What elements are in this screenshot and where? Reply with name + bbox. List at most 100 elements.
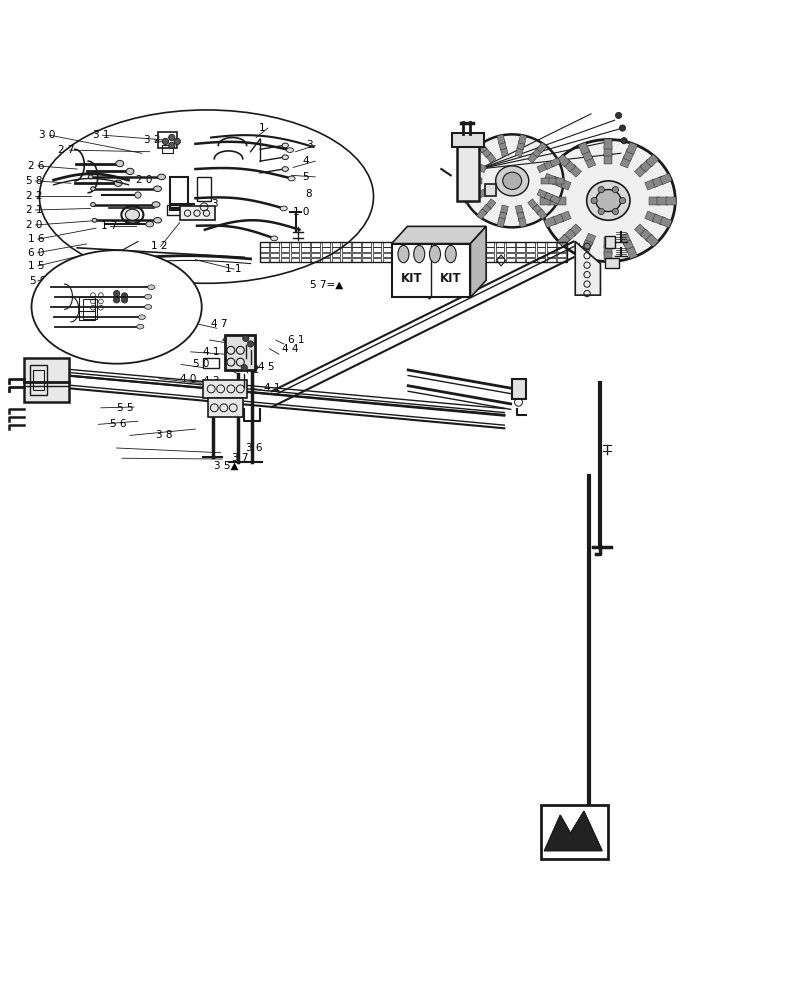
Text: 2 0: 2 0	[26, 220, 43, 230]
Bar	[500, 205, 508, 215]
Bar	[557, 154, 570, 167]
Bar	[332, 258, 340, 262]
Bar	[578, 142, 589, 155]
Ellipse shape	[146, 221, 154, 227]
Bar	[526, 247, 535, 252]
Bar	[485, 258, 494, 262]
Bar	[545, 160, 555, 170]
Ellipse shape	[461, 134, 563, 227]
Bar	[270, 247, 279, 252]
Circle shape	[612, 208, 619, 215]
Bar	[604, 146, 611, 156]
Bar	[301, 258, 310, 262]
Text: 3 7: 3 7	[232, 453, 249, 463]
Ellipse shape	[414, 245, 425, 263]
Text: 4 3: 4 3	[203, 376, 220, 386]
Bar	[383, 242, 392, 247]
Bar	[481, 204, 491, 215]
Circle shape	[243, 335, 249, 342]
Bar	[291, 258, 299, 262]
Bar	[657, 197, 667, 205]
Bar	[548, 197, 559, 205]
Bar	[537, 253, 545, 257]
Bar	[362, 242, 371, 247]
Bar	[434, 242, 443, 247]
Bar	[496, 258, 504, 262]
Ellipse shape	[116, 160, 124, 167]
Circle shape	[619, 125, 626, 131]
Bar	[455, 247, 463, 252]
Bar	[475, 253, 484, 257]
Bar	[424, 247, 433, 252]
Bar	[260, 247, 269, 252]
Bar	[519, 217, 526, 227]
Ellipse shape	[596, 190, 621, 212]
Bar	[162, 145, 173, 153]
Bar	[547, 242, 556, 247]
Bar	[322, 247, 330, 252]
Bar	[481, 147, 491, 157]
Text: 1 5: 1 5	[28, 261, 45, 271]
Bar	[393, 258, 402, 262]
Bar	[170, 177, 188, 208]
Text: 5 9: 5 9	[30, 276, 46, 286]
Bar	[469, 160, 479, 170]
Ellipse shape	[152, 202, 160, 207]
Text: 5 5: 5 5	[117, 403, 133, 413]
Circle shape	[615, 112, 622, 119]
Ellipse shape	[32, 250, 202, 364]
Bar	[476, 189, 487, 199]
Bar	[605, 258, 619, 268]
Bar	[424, 242, 433, 247]
Bar	[485, 184, 496, 196]
Bar	[552, 176, 563, 187]
Bar	[537, 163, 548, 173]
Text: 8: 8	[306, 189, 312, 199]
Bar	[352, 253, 361, 257]
Bar	[585, 233, 596, 246]
Circle shape	[621, 138, 627, 144]
Bar	[270, 258, 279, 262]
Bar	[270, 242, 279, 247]
Circle shape	[174, 138, 180, 145]
Bar	[547, 253, 556, 257]
Text: 3: 3	[211, 199, 217, 209]
Text: 4 2: 4 2	[243, 365, 259, 375]
Text: 3 0: 3 0	[39, 130, 56, 140]
Text: 4 7: 4 7	[211, 319, 228, 329]
Bar	[646, 154, 659, 167]
Bar	[434, 253, 443, 257]
Bar	[623, 149, 634, 161]
Bar	[362, 247, 371, 252]
Bar	[197, 177, 211, 201]
Bar	[465, 247, 474, 252]
Circle shape	[135, 192, 141, 198]
Bar	[322, 242, 330, 247]
Bar	[620, 155, 631, 168]
Bar	[516, 247, 525, 252]
Text: 5: 5	[303, 172, 309, 182]
Bar	[496, 247, 504, 252]
Bar	[342, 247, 351, 252]
Bar	[260, 242, 567, 262]
Bar	[634, 224, 647, 237]
Bar	[311, 247, 320, 252]
Bar	[557, 234, 570, 247]
Bar	[500, 147, 508, 157]
Text: 4 0: 4 0	[180, 374, 196, 384]
Bar	[652, 214, 664, 225]
Bar	[455, 253, 463, 257]
Bar	[311, 253, 320, 257]
Bar	[373, 247, 381, 252]
Bar	[557, 242, 566, 247]
Bar	[383, 247, 392, 252]
Text: KIT: KIT	[400, 272, 422, 285]
Bar	[322, 253, 330, 257]
Bar	[459, 178, 468, 184]
Text: 2 0: 2 0	[136, 175, 153, 185]
Bar	[444, 247, 453, 252]
Bar	[547, 247, 556, 252]
Bar	[270, 253, 279, 257]
Bar	[424, 253, 433, 257]
Bar	[393, 253, 402, 257]
